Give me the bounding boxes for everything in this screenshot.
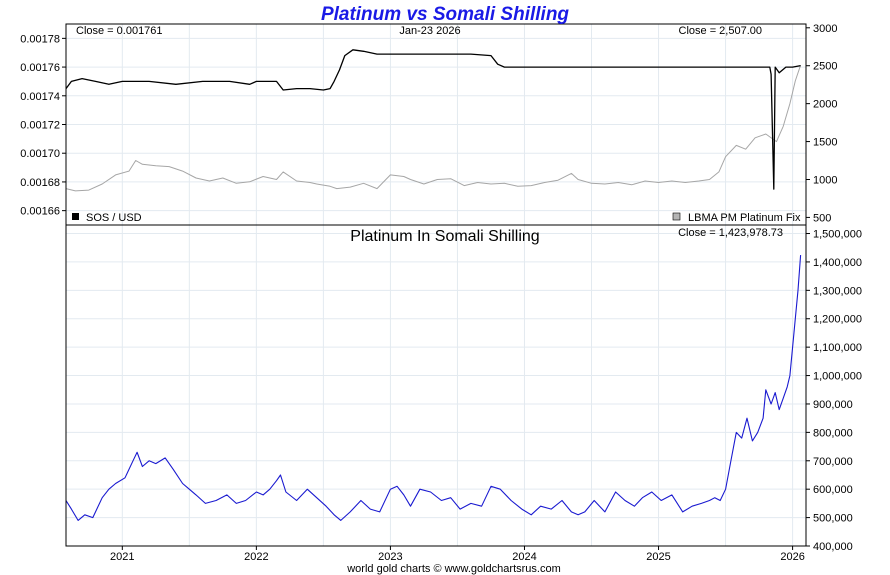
x-tick-label: 2022 <box>244 551 268 563</box>
x-tick-label: 2026 <box>780 551 804 563</box>
bottom-y-tick-label: 600,000 <box>813 484 853 496</box>
bottom-y-tick-label: 1,500,000 <box>813 229 862 241</box>
bottom-y-tick-label: 1,100,000 <box>813 342 862 354</box>
bottom-y-tick-label: 1,200,000 <box>813 314 862 326</box>
x-tick-label: 2024 <box>512 551 536 563</box>
bottom-y-tick-label: 1,400,000 <box>813 257 862 269</box>
bottom-y-tick-label: 500,000 <box>813 513 853 525</box>
top-right-tick-label: 2000 <box>813 99 837 111</box>
x-tick-label: 2021 <box>110 551 134 563</box>
bottom-y-tick-label: 900,000 <box>813 399 853 411</box>
tick-layer: 2021 2022 2023 2024 2025 2026 0.00166 0.00168 0.… <box>20 23 862 563</box>
top-right-tick-label: 3000 <box>813 23 837 35</box>
top-left-tick-label: 0.00178 <box>20 33 60 45</box>
bottom-y-tick-label: 1,300,000 <box>813 285 862 297</box>
footer-credit: world gold charts © www.goldchartsrus.co… <box>346 563 561 575</box>
bottom-panel-title: Platinum In Somali Shilling <box>350 228 539 245</box>
bottom-y-tick-label: 800,000 <box>813 427 853 439</box>
bottom-panel-frame <box>65 224 807 547</box>
platinum-fix-line <box>65 65 802 192</box>
top-left-tick-label: 0.00176 <box>20 62 60 74</box>
top-right-tick-label: 1500 <box>813 137 837 149</box>
grid-layer <box>66 24 806 547</box>
bottom-y-tick-label: 700,000 <box>813 456 853 468</box>
top-left-tick-label: 0.00168 <box>20 177 60 189</box>
x-tick-label: 2023 <box>378 551 402 563</box>
platinum-legend-swatch <box>672 212 681 221</box>
sos-legend-swatch <box>72 213 79 220</box>
platinum-legend-label: LBMA PM Platinum Fix <box>688 212 801 224</box>
top-right-tick-label: 2500 <box>813 61 837 73</box>
top-left-tick-label: 0.00172 <box>20 120 60 132</box>
top-right-tick-label: 1000 <box>813 174 837 186</box>
series-layer <box>65 49 802 521</box>
top-left-tick-label: 0.00166 <box>20 206 60 218</box>
top-right-tick-label: 500 <box>813 212 831 224</box>
top-left-tick-label: 0.00170 <box>20 148 60 160</box>
bottom-y-tick-label: 1,000,000 <box>813 371 862 383</box>
sos-legend-label: SOS / USD <box>86 212 142 224</box>
sos-usd-line <box>65 49 801 190</box>
date-label: Jan-23 2026 <box>399 25 460 37</box>
x-tick-label: 2025 <box>646 551 670 563</box>
chart-title: Platinum vs Somali Shilling <box>321 4 569 25</box>
sos-close-label: Close = 0.001761 <box>76 25 163 37</box>
platinum-close-label: Close = 2,507.00 <box>679 25 762 37</box>
bottom-close-label: Close = 1,423,978.73 <box>678 227 783 239</box>
bottom-y-tick-label: 400,000 <box>813 541 853 553</box>
top-left-tick-label: 0.00174 <box>20 91 60 103</box>
platinum-in-sos-line <box>65 255 802 521</box>
